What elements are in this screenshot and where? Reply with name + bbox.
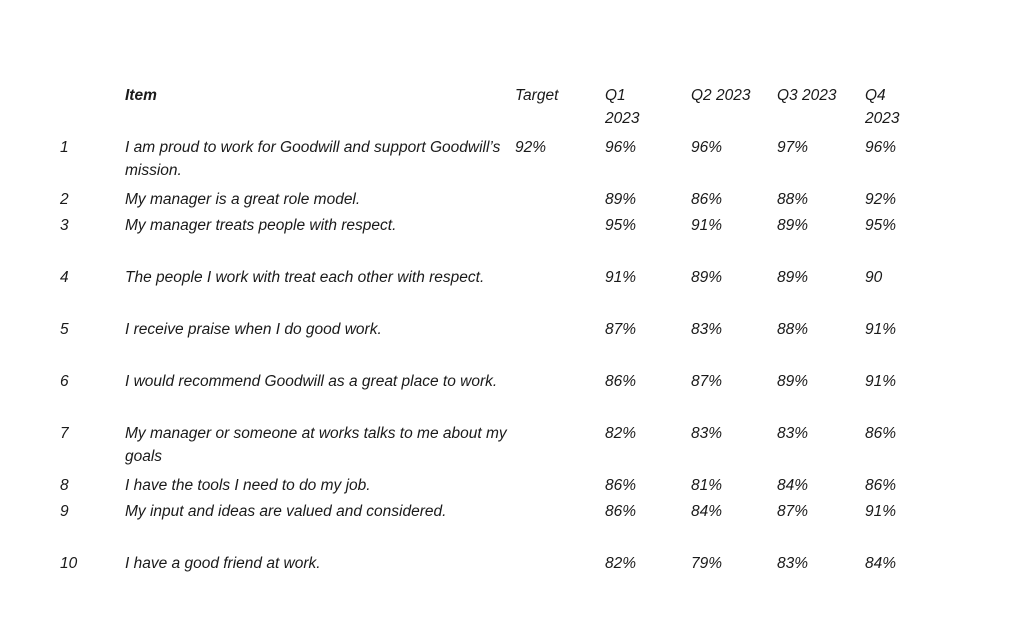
row-q3: 88% [777,321,809,338]
row-q3: 84% [777,477,809,494]
row-number: 10 [60,555,78,572]
row-q2: 86% [691,191,723,208]
row-q4: 92% [865,191,897,208]
table-row: 1 I am proud to work for Goodwill and su… [60,136,925,188]
row-item: I have the tools I need to do my job. [125,477,371,494]
header-row: Item Target Q1 2023 Q2 2023 Q3 2023 Q4 2… [60,84,925,136]
row-number: 3 [60,217,69,234]
row-q4: 86% [865,425,897,442]
row-q3: 89% [777,373,809,390]
row-target [515,500,605,552]
table-row: 7 My manager or someone at works talks t… [60,422,925,474]
row-target [515,422,605,474]
row-target [515,552,605,578]
table-row: 8 I have the tools I need to do my job. … [60,474,925,500]
table-row: 9 My input and ideas are valued and cons… [60,500,925,552]
row-q4: 86% [865,477,897,494]
row-q1: 86% [605,503,637,520]
row-q3: 89% [777,217,809,234]
table-body: 1 I am proud to work for Goodwill and su… [60,136,925,578]
row-target [515,370,605,422]
row-q2: 96% [691,139,723,156]
row-q1: 95% [605,217,637,234]
row-q4: 95% [865,217,897,234]
table-row: 5 I receive praise when I do good work. … [60,318,925,370]
row-target [515,266,605,318]
row-target [515,214,605,266]
row-q1: 82% [605,555,637,572]
row-target [515,474,605,500]
header-q4: Q4 2023 [865,84,925,136]
row-q2: 83% [691,321,723,338]
row-q3: 83% [777,555,809,572]
row-item: I receive praise when I do good work. [125,321,382,338]
row-item: I am proud to work for Goodwill and supp… [125,139,501,179]
row-q3: 87% [777,503,809,520]
row-q2: 87% [691,373,723,390]
row-q2: 79% [691,555,723,572]
row-q1: 89% [605,191,637,208]
header-q3: Q3 2023 [777,87,837,104]
row-number: 5 [60,321,69,338]
header-q1-label: Q1 2023 [605,87,640,127]
row-number: 2 [60,191,69,208]
row-q4: 84% [865,555,897,572]
row-q2: 84% [691,503,723,520]
row-q1: 87% [605,321,637,338]
header-q1: Q1 2023 [605,84,691,136]
row-number: 6 [60,373,69,390]
header-q2: Q2 2023 [691,87,751,104]
row-item: My manager or someone at works talks to … [125,425,507,465]
row-number: 4 [60,269,69,286]
row-q2: 81% [691,477,723,494]
survey-results-table: Item Target Q1 2023 Q2 2023 Q3 2023 Q4 2… [60,84,925,578]
table-header: Item Target Q1 2023 Q2 2023 Q3 2023 Q4 2… [60,84,925,136]
header-q4-label: Q4 2023 [865,87,900,127]
row-q3: 89% [777,269,809,286]
row-number: 7 [60,425,69,442]
row-q1: 86% [605,373,637,390]
row-q1: 91% [605,269,637,286]
table-row: 10 I have a good friend at work. 82% 79%… [60,552,925,578]
row-q1: 96% [605,139,637,156]
row-q1: 86% [605,477,637,494]
row-item: I have a good friend at work. [125,555,321,572]
row-q4: 90 [865,269,883,286]
row-q4: 96% [865,139,897,156]
row-number: 1 [60,139,69,156]
row-item: My input and ideas are valued and consid… [125,503,447,520]
row-target [515,318,605,370]
row-q1: 82% [605,425,637,442]
header-target: Target [515,87,559,104]
row-q2: 83% [691,425,723,442]
table-row: 2 My manager is a great role model. 89% … [60,188,925,214]
table-row: 6 I would recommend Goodwill as a great … [60,370,925,422]
row-item: My manager is a great role model. [125,191,361,208]
table-row: 3 My manager treats people with respect.… [60,214,925,266]
row-q2: 91% [691,217,723,234]
table-row: 4 The people I work with treat each othe… [60,266,925,318]
row-q3: 88% [777,191,809,208]
row-q3: 83% [777,425,809,442]
row-item: My manager treats people with respect. [125,217,397,234]
row-q2: 89% [691,269,723,286]
row-q4: 91% [865,373,897,390]
row-target: 92% [515,139,547,156]
row-q4: 91% [865,321,897,338]
row-number: 8 [60,477,69,494]
row-item: The people I work with treat each other … [125,269,485,286]
row-target [515,188,605,214]
row-number: 9 [60,503,69,520]
row-q4: 91% [865,503,897,520]
header-number [60,84,125,136]
header-item: Item [125,87,157,104]
row-q3: 97% [777,139,809,156]
row-item: I would recommend Goodwill as a great pl… [125,373,498,390]
